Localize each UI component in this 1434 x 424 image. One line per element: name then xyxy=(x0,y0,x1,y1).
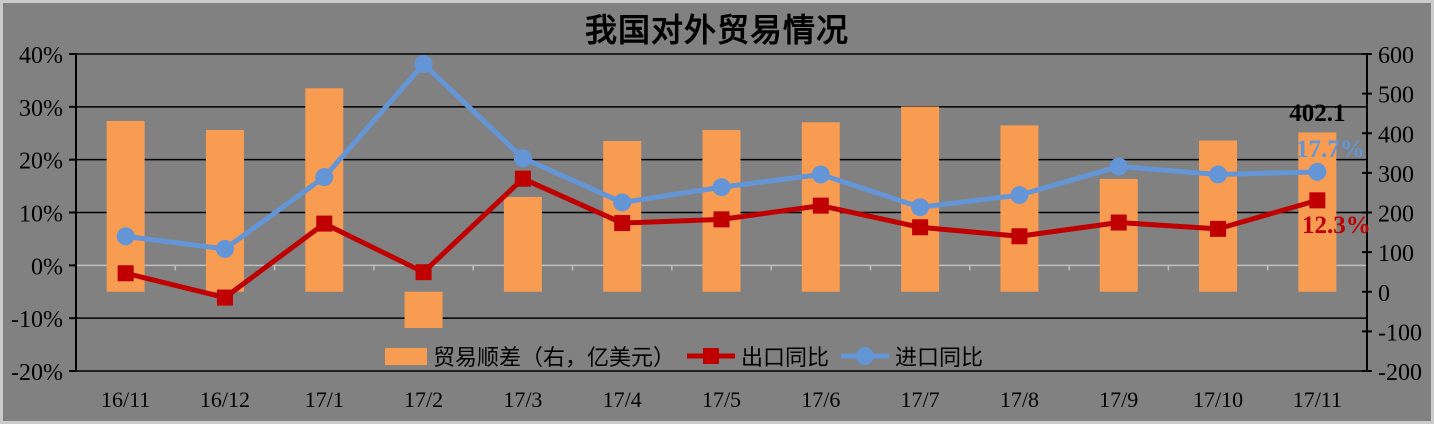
left-axis-label: -10% xyxy=(11,307,63,333)
import-line-swatch-icon xyxy=(841,347,890,365)
right-axis-label: 400 xyxy=(1378,122,1414,148)
import-yoy-marker xyxy=(414,55,433,74)
right-axis-label: 600 xyxy=(1378,43,1414,69)
export-yoy-marker xyxy=(912,219,929,236)
trade-surplus-bar xyxy=(404,291,443,329)
category-label: 17/1 xyxy=(305,387,344,412)
category-label: 17/10 xyxy=(1193,387,1243,412)
trade-surplus-bar xyxy=(305,88,344,292)
trade-surplus-bar xyxy=(702,130,741,292)
legend-item-export-yoy: 出口同比 xyxy=(687,340,829,372)
category-label: 17/2 xyxy=(404,387,443,412)
import-yoy-marker xyxy=(1109,157,1128,176)
category-label: 17/9 xyxy=(1099,387,1138,412)
trade-surplus-bar xyxy=(1099,178,1138,292)
category-label: 17/5 xyxy=(702,387,741,412)
export-yoy-marker xyxy=(1309,192,1326,209)
chart-legend: 贸易顺差（右，亿美元） 出口同比 进口同比 xyxy=(385,339,983,373)
category-label: 16/11 xyxy=(101,387,150,412)
export-yoy-marker xyxy=(514,170,531,187)
data-label-1: 17.7% xyxy=(1296,136,1365,163)
right-axis-label: 0 xyxy=(1378,281,1390,307)
import-yoy-marker xyxy=(911,198,930,217)
export-yoy-marker xyxy=(316,215,333,232)
category-label: 17/8 xyxy=(1000,387,1039,412)
left-axis-label: 40% xyxy=(19,43,63,69)
category-label: 17/4 xyxy=(603,387,642,412)
export-yoy-marker xyxy=(216,289,233,306)
left-axis-label: 10% xyxy=(19,202,63,228)
trade-surplus-bar xyxy=(205,130,244,292)
export-yoy-marker xyxy=(1110,214,1127,231)
export-yoy-marker xyxy=(812,197,829,214)
trade-surplus-bar xyxy=(1000,125,1039,292)
legend-label-export-yoy: 出口同比 xyxy=(741,346,830,371)
import-yoy-marker xyxy=(116,227,135,246)
right-axis-label: 300 xyxy=(1378,162,1414,188)
right-axis-label: 200 xyxy=(1378,202,1414,228)
export-yoy-marker xyxy=(415,264,432,281)
export-line-swatch-icon xyxy=(687,348,736,364)
import-yoy-marker xyxy=(1209,165,1228,184)
left-axis-label: -20% xyxy=(11,360,63,386)
export-yoy-marker xyxy=(1210,220,1227,237)
export-yoy-marker xyxy=(614,215,631,232)
right-axis-label: -200 xyxy=(1378,360,1422,386)
left-axis-label: 30% xyxy=(19,96,63,122)
export-yoy-marker xyxy=(117,265,134,282)
category-label: 17/3 xyxy=(503,387,542,412)
trade-surplus-bar xyxy=(1298,132,1337,292)
import-yoy-marker xyxy=(1308,162,1327,181)
legend-item-import-yoy: 进口同比 xyxy=(841,340,983,372)
data-label-0: 402.1 xyxy=(1289,100,1345,127)
chart-title: 我国对外贸易情况 xyxy=(584,11,849,49)
category-label: 17/7 xyxy=(901,387,940,412)
data-label-2: 12.3% xyxy=(1302,212,1371,239)
trade-surplus-bar xyxy=(1199,140,1238,292)
right-axis-label: -100 xyxy=(1378,320,1422,346)
left-axis-label: 20% xyxy=(19,149,63,175)
category-label: 17/11 xyxy=(1293,387,1342,412)
export-yoy-marker xyxy=(1011,228,1028,245)
trade-surplus-bar xyxy=(106,120,145,292)
import-yoy-marker xyxy=(1010,186,1029,205)
legend-item-trade-surplus: 贸易顺差（右，亿美元） xyxy=(385,340,675,372)
trade-surplus-bar xyxy=(503,196,542,292)
import-yoy-marker xyxy=(712,178,731,197)
import-yoy-marker xyxy=(315,168,334,187)
import-yoy-marker xyxy=(215,239,234,258)
right-axis-label: 500 xyxy=(1378,83,1414,109)
export-yoy-marker xyxy=(713,211,730,228)
import-yoy-marker xyxy=(513,149,532,168)
category-label: 16/12 xyxy=(200,387,250,412)
category-label: 17/6 xyxy=(801,387,840,412)
right-axis-label: 100 xyxy=(1378,241,1414,267)
legend-label-import-yoy: 进口同比 xyxy=(895,346,984,371)
import-yoy-marker xyxy=(613,193,632,212)
trade-surplus-swatch-icon xyxy=(385,347,427,365)
left-axis-label: 0% xyxy=(31,254,63,280)
legend-label-trade-surplus: 贸易顺差（右，亿美元） xyxy=(433,346,676,371)
import-yoy-marker xyxy=(811,165,830,184)
